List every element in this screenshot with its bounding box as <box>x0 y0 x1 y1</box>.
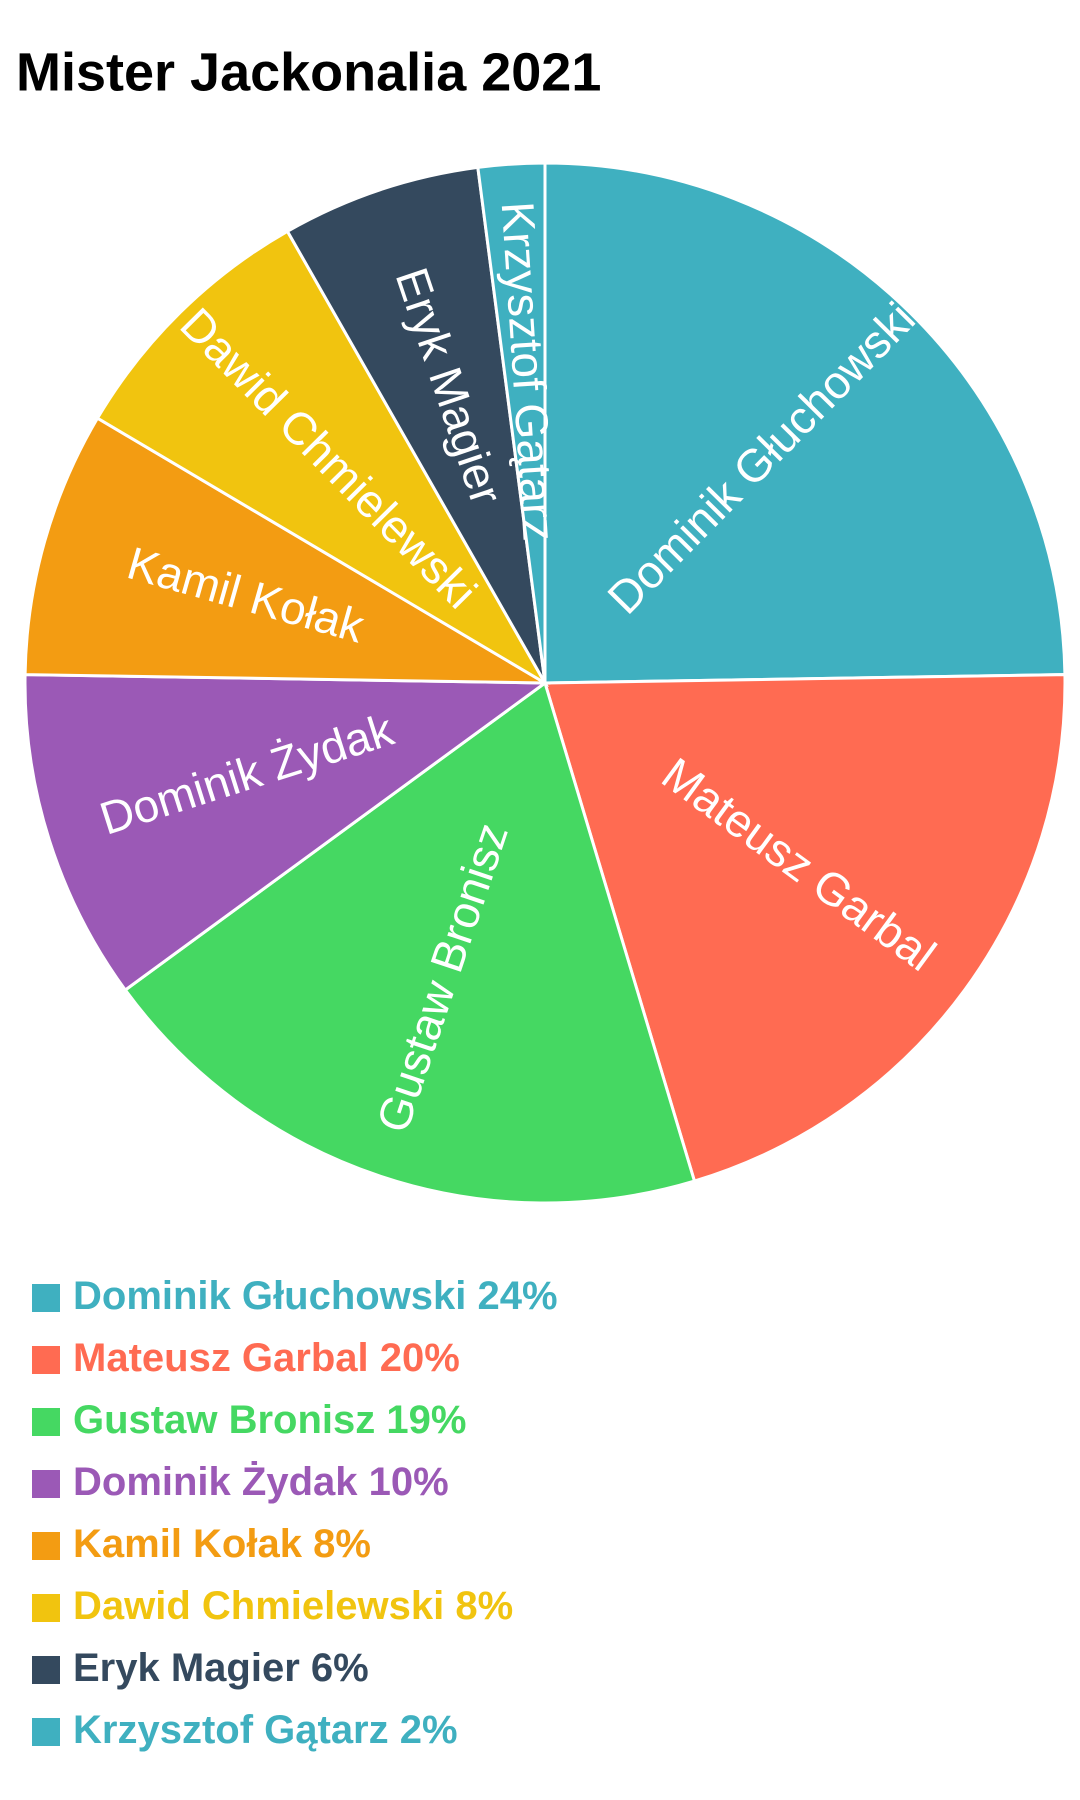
legend-label: Eryk Magier 6% <box>73 1646 369 1690</box>
legend-value: 19% <box>386 1398 466 1442</box>
legend-name: Dominik Głuchowski <box>73 1274 466 1318</box>
legend-label: Dominik Głuchowski 24% <box>73 1274 558 1318</box>
legend-swatch <box>32 1408 60 1436</box>
legend-label: Dominik Żydak 10% <box>73 1460 449 1504</box>
legend-label: Krzysztof Gątarz 2% <box>73 1708 458 1752</box>
legend-swatch <box>32 1532 60 1560</box>
legend-value: 10% <box>369 1460 449 1504</box>
legend-name: Krzysztof Gątarz <box>73 1708 389 1752</box>
legend-swatch <box>32 1656 60 1684</box>
pie-slice <box>543 161 1067 685</box>
pie-slice <box>95 229 550 688</box>
legend-swatch <box>32 1718 60 1746</box>
legend-name: Kamil Kołak <box>73 1522 303 1566</box>
legend-label: Kamil Kołak 8% <box>73 1522 371 1566</box>
chart-title: Mister Jackonalia 2021 <box>16 42 601 102</box>
legend-value: 2% <box>400 1708 458 1752</box>
pie-slice <box>285 165 547 684</box>
pie-slice <box>542 673 1067 1183</box>
legend-label: Mateusz Garbal 20% <box>73 1336 460 1380</box>
legend-swatch <box>32 1470 60 1498</box>
pie-slice <box>23 416 551 685</box>
legend-value: 24% <box>478 1274 558 1318</box>
legend-label: Dawid Chmielewski 8% <box>73 1584 513 1628</box>
legend-value: 8% <box>455 1584 513 1628</box>
legend-name: Dawid Chmielewski <box>73 1584 444 1628</box>
legend-label: Gustaw Bronisz 19% <box>73 1398 466 1442</box>
legend-value: 20% <box>380 1336 460 1380</box>
legend-swatch <box>32 1284 60 1312</box>
legend-value: 8% <box>313 1522 371 1566</box>
legend-swatch <box>32 1346 60 1374</box>
pie-slice <box>476 161 547 684</box>
legend-name: Mateusz Garbal <box>73 1336 369 1380</box>
legend-name: Dominik Żydak <box>73 1460 358 1504</box>
legend-swatch <box>32 1594 60 1622</box>
legend-name: Gustaw Bronisz <box>73 1398 375 1442</box>
pie-slice <box>23 673 550 993</box>
legend-name: Eryk Magier <box>73 1646 300 1690</box>
legend-value: 6% <box>311 1646 369 1690</box>
pie-slice <box>123 680 697 1205</box>
